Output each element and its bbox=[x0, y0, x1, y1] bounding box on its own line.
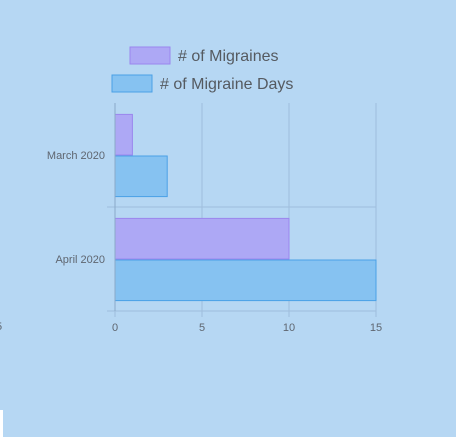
bar-1-series-0[interactable] bbox=[114, 217, 290, 260]
legend-swatch-migraine-days[interactable] bbox=[111, 74, 153, 93]
stray-tick-label: 5 bbox=[0, 321, 2, 333]
bar-1-series-1[interactable] bbox=[114, 259, 377, 302]
x-tick-label-1: 5 bbox=[199, 322, 205, 334]
y-category-label-0: March 2020 bbox=[47, 150, 105, 162]
corner-artifact bbox=[0, 410, 3, 437]
x-tick-label-2: 10 bbox=[283, 322, 295, 334]
bars bbox=[114, 113, 377, 302]
legend-label-migraines: # of Migraines bbox=[178, 48, 279, 65]
x-tick-label-3: 15 bbox=[370, 322, 382, 334]
bar-0-series-0[interactable] bbox=[114, 113, 133, 156]
axes: 0 5 10 15 March 2020 April 2020 bbox=[47, 103, 382, 334]
legend-swatch-migraines[interactable] bbox=[129, 46, 171, 65]
x-tick-label-0: 0 bbox=[112, 322, 118, 334]
legend: # of Migraines # of Migraine Days bbox=[111, 46, 293, 93]
y-category-label-1: April 2020 bbox=[55, 254, 105, 266]
bar-0-series-1[interactable] bbox=[114, 155, 168, 198]
legend-label-migraine-days: # of Migraine Days bbox=[160, 76, 293, 93]
